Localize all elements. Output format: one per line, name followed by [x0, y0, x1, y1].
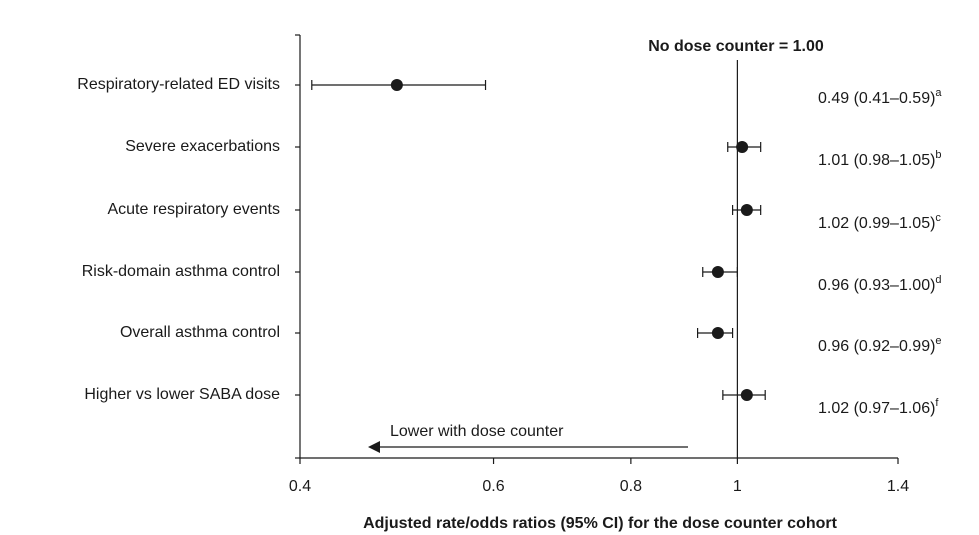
arrow-head — [368, 441, 380, 453]
value-label: 0.96 (0.93–1.00)d — [818, 274, 942, 294]
value-label: 0.49 (0.41–0.59)a — [818, 87, 942, 107]
x-tick-label: 0.6 — [482, 478, 504, 495]
category-label: Higher vs lower SABA dose — [84, 386, 280, 403]
value-label: 1.01 (0.98–1.05)b — [818, 149, 942, 169]
x-tick-label: 1 — [733, 478, 742, 495]
category-label: Severe exacerbations — [125, 138, 280, 155]
footnote-marker: e — [935, 335, 941, 347]
value-label: 1.02 (0.97–1.06)f — [818, 397, 939, 417]
point-estimate — [740, 389, 753, 401]
category-label: Overall asthma control — [120, 324, 280, 341]
value-label-text: 1.02 (0.99–1.05) — [818, 215, 935, 232]
footnote-marker: f — [935, 397, 939, 409]
value-label: 0.96 (0.92–0.99)e — [818, 335, 942, 355]
footnote-marker: a — [935, 87, 942, 99]
point-estimate — [390, 79, 403, 91]
reference-label: No dose counter = 1.00 — [648, 38, 824, 55]
value-label-text: 0.96 (0.92–0.99) — [818, 338, 935, 355]
point-estimate — [711, 327, 724, 339]
point-estimate — [740, 204, 753, 216]
category-label: Risk-domain asthma control — [82, 263, 280, 280]
category-label: Acute respiratory events — [107, 201, 280, 218]
x-tick-label: 0.8 — [620, 478, 642, 495]
x-axis-title: Adjusted rate/odds ratios (95% CI) for t… — [363, 515, 838, 532]
value-label: 1.02 (0.99–1.05)c — [818, 212, 941, 232]
category-label: Respiratory-related ED visits — [77, 76, 280, 93]
value-label-text: 0.49 (0.41–0.59) — [818, 90, 935, 107]
annotation: Lower with dose counter — [390, 423, 564, 440]
footnote-marker: c — [935, 212, 941, 224]
value-label-text: 0.96 (0.93–1.00) — [818, 277, 935, 294]
value-label-text: 1.01 (0.98–1.05) — [818, 152, 935, 169]
footnote-marker: d — [935, 274, 941, 286]
x-tick-label: 1.4 — [887, 478, 909, 495]
x-tick-label: 0.4 — [289, 478, 311, 495]
point-estimate — [736, 141, 749, 153]
value-label-text: 1.02 (0.97–1.06) — [818, 400, 935, 417]
footnote-marker: b — [935, 149, 941, 161]
point-estimate — [711, 266, 724, 278]
